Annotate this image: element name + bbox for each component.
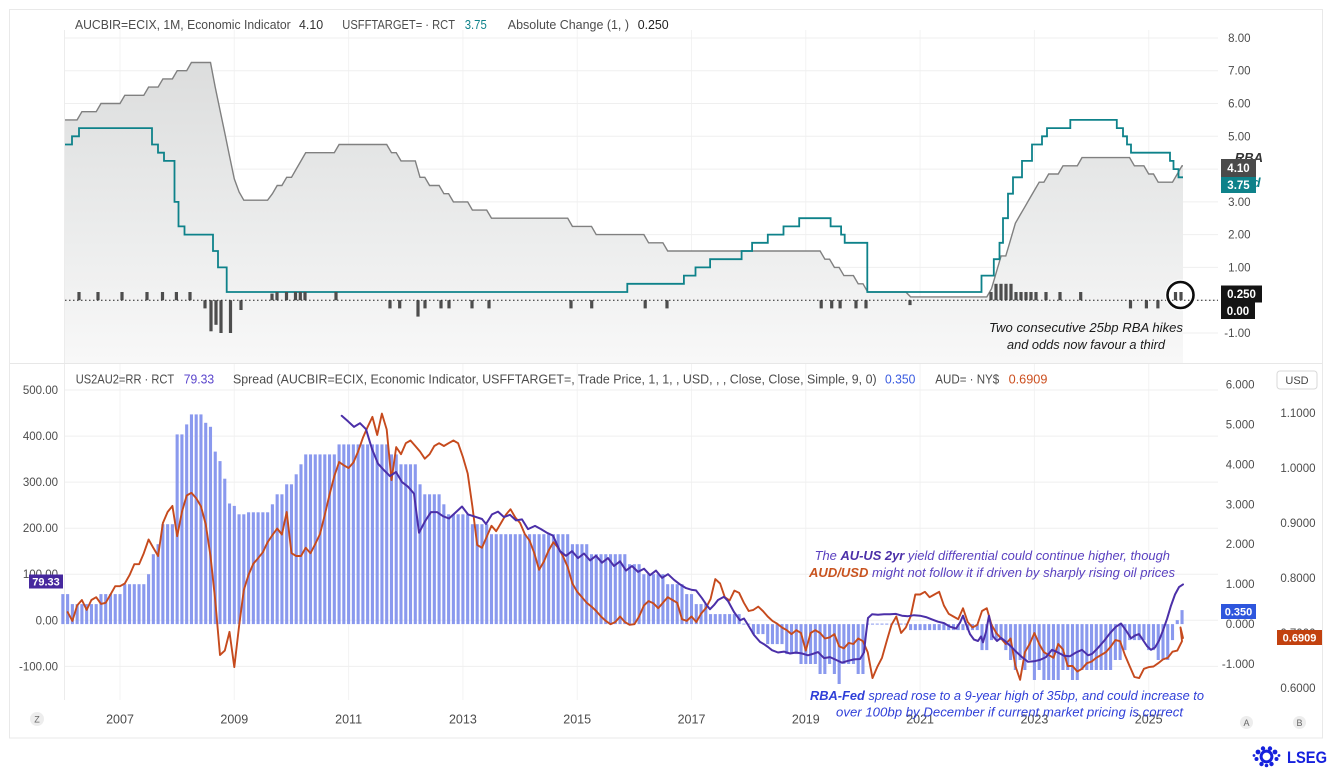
svg-text:2021: 2021 (906, 713, 934, 727)
svg-text:0.6000: 0.6000 (1280, 683, 1315, 695)
svg-text:USD: USD (1285, 375, 1308, 387)
svg-text:1.00: 1.00 (1228, 262, 1250, 274)
svg-text:1.1000: 1.1000 (1280, 408, 1315, 420)
svg-text:1.000: 1.000 (1226, 579, 1255, 591)
svg-text:0.8000: 0.8000 (1280, 573, 1315, 585)
svg-text:B: B (1296, 718, 1302, 728)
svg-text:4.10: 4.10 (299, 17, 323, 32)
svg-text:0.9000: 0.9000 (1280, 518, 1315, 530)
svg-text:400.00: 400.00 (23, 431, 58, 443)
svg-text:-1.000: -1.000 (1222, 659, 1255, 671)
svg-text:AUD/USD might not follow it if: AUD/USD might not follow it if driven by… (808, 565, 1176, 580)
svg-text:2.00: 2.00 (1228, 230, 1250, 242)
svg-text:2013: 2013 (449, 713, 477, 727)
svg-text:The AU-US 2yr yield differenti: The AU-US 2yr yield differential could c… (815, 548, 1170, 563)
svg-text:5.00: 5.00 (1228, 131, 1250, 143)
svg-text:0.6909: 0.6909 (1009, 372, 1048, 387)
svg-text:2015: 2015 (563, 713, 591, 727)
svg-text:200.00: 200.00 (23, 523, 58, 535)
svg-text:Two consecutive 25bp RBA hikes: Two consecutive 25bp RBA hikes (989, 320, 1183, 335)
svg-text:2023: 2023 (1020, 713, 1048, 727)
svg-text:3.75: 3.75 (465, 17, 487, 32)
svg-text:AUCBIR=ECIX, 1M, Economic Indi: AUCBIR=ECIX, 1M, Economic Indicator (75, 17, 291, 32)
svg-text:2.000: 2.000 (1226, 539, 1255, 551)
svg-text:1.0000: 1.0000 (1280, 463, 1315, 475)
svg-text:AUD= · NY$: AUD= · NY$ (935, 372, 1000, 387)
svg-text:0.00: 0.00 (36, 615, 58, 627)
svg-text:Spread (AUCBIR=ECIX, Economic: Spread (AUCBIR=ECIX, Economic Indicator,… (233, 372, 877, 387)
svg-text:and odds now favour a third: and odds now favour a third (1007, 337, 1166, 352)
svg-text:0.250: 0.250 (1227, 289, 1256, 301)
svg-text:0.00: 0.00 (1227, 306, 1249, 318)
svg-text:2017: 2017 (678, 713, 706, 727)
svg-text:0.250: 0.250 (638, 17, 669, 32)
svg-text:4.10: 4.10 (1227, 163, 1249, 175)
svg-text:over 100bp by December if curr: over 100bp by December if current market… (836, 705, 1184, 720)
svg-text:500.00: 500.00 (23, 385, 58, 397)
svg-text:5.000: 5.000 (1226, 419, 1255, 431)
svg-text:2007: 2007 (106, 713, 134, 727)
svg-text:Z: Z (34, 715, 40, 725)
svg-text:A: A (1243, 718, 1249, 728)
svg-text:0.350: 0.350 (885, 372, 915, 387)
svg-text:79.33: 79.33 (184, 372, 214, 387)
svg-text:USFFTARGET= · RCT: USFFTARGET= · RCT (342, 17, 455, 32)
svg-text:3.00: 3.00 (1228, 197, 1250, 209)
svg-text:0.350: 0.350 (1225, 607, 1253, 619)
svg-text:LSEG: LSEG (1287, 749, 1327, 767)
svg-text:7.00: 7.00 (1228, 66, 1250, 78)
svg-text:2019: 2019 (792, 713, 820, 727)
svg-text:2011: 2011 (335, 713, 362, 727)
svg-text:RBA-Fed spread rose to a 9-yea: RBA-Fed spread rose to a 9-year high of … (810, 688, 1204, 703)
svg-text:-1.00: -1.00 (1224, 328, 1250, 340)
svg-text:6.00: 6.00 (1228, 99, 1250, 111)
svg-text:Absolute Change (1, ): Absolute Change (1, ) (508, 17, 629, 32)
svg-text:US2AU2=RR · RCT: US2AU2=RR · RCT (76, 372, 175, 387)
svg-text:3.000: 3.000 (1226, 499, 1255, 511)
svg-text:3.75: 3.75 (1227, 180, 1250, 192)
svg-text:6.000: 6.000 (1226, 380, 1255, 392)
svg-text:300.00: 300.00 (23, 477, 58, 489)
svg-text:0.000: 0.000 (1226, 619, 1255, 631)
svg-text:-100.00: -100.00 (19, 661, 58, 673)
svg-text:8.00: 8.00 (1228, 33, 1250, 45)
svg-text:0.6909: 0.6909 (1283, 633, 1317, 645)
svg-text:2025: 2025 (1135, 713, 1163, 727)
svg-text:2009: 2009 (220, 713, 248, 727)
svg-text:4.000: 4.000 (1226, 459, 1255, 471)
svg-text:79.33: 79.33 (32, 577, 60, 589)
